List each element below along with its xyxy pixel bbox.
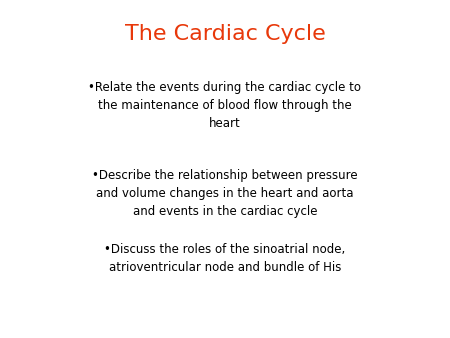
Text: The Cardiac Cycle: The Cardiac Cycle xyxy=(125,24,325,44)
Text: •Describe the relationship between pressure
and volume changes in the heart and : •Describe the relationship between press… xyxy=(92,169,358,218)
Text: •Discuss the roles of the sinoatrial node,
atrioventricular node and bundle of H: •Discuss the roles of the sinoatrial nod… xyxy=(104,243,346,274)
Text: •Relate the events during the cardiac cycle to
the maintenance of blood flow thr: •Relate the events during the cardiac cy… xyxy=(89,81,361,130)
